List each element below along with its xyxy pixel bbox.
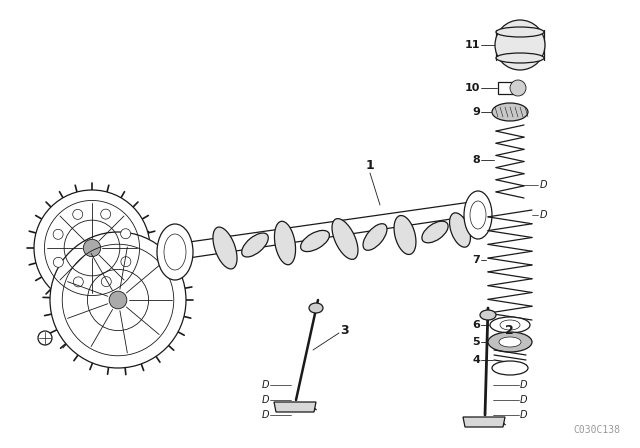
Ellipse shape (499, 337, 521, 347)
Ellipse shape (510, 80, 526, 96)
Ellipse shape (480, 310, 496, 320)
Ellipse shape (157, 224, 193, 280)
Text: C030C138: C030C138 (573, 425, 620, 435)
Text: 7: 7 (472, 255, 480, 265)
Polygon shape (274, 402, 316, 412)
Circle shape (101, 276, 111, 287)
Text: 2: 2 (505, 323, 514, 336)
Circle shape (53, 257, 63, 267)
Circle shape (121, 257, 131, 267)
Ellipse shape (213, 227, 237, 269)
Text: D: D (520, 410, 527, 420)
Ellipse shape (496, 53, 544, 63)
Circle shape (38, 331, 52, 345)
Polygon shape (463, 417, 505, 427)
Circle shape (73, 209, 83, 220)
Text: 11: 11 (465, 40, 480, 50)
Circle shape (120, 229, 131, 239)
Ellipse shape (301, 230, 330, 252)
Text: 9: 9 (472, 107, 480, 117)
Circle shape (83, 239, 100, 257)
Ellipse shape (449, 213, 470, 247)
Ellipse shape (488, 332, 532, 352)
Ellipse shape (490, 317, 530, 333)
Ellipse shape (492, 361, 528, 375)
Text: 4: 4 (472, 355, 480, 365)
Circle shape (495, 20, 545, 70)
Text: D: D (540, 180, 547, 190)
Circle shape (34, 190, 150, 306)
Text: D: D (520, 380, 527, 390)
Text: 8: 8 (472, 155, 480, 165)
Text: 6: 6 (472, 320, 480, 330)
Text: D: D (262, 380, 269, 390)
Text: 5: 5 (472, 337, 480, 347)
Polygon shape (498, 82, 522, 94)
Ellipse shape (275, 221, 296, 265)
Ellipse shape (332, 219, 358, 259)
Ellipse shape (464, 191, 492, 239)
Text: D: D (262, 395, 269, 405)
Ellipse shape (242, 233, 268, 257)
Circle shape (50, 232, 186, 368)
Text: 3: 3 (340, 323, 349, 336)
Text: 10: 10 (465, 83, 480, 93)
Ellipse shape (492, 103, 528, 121)
Circle shape (74, 277, 83, 287)
Text: D: D (520, 395, 527, 405)
Ellipse shape (363, 224, 387, 250)
Circle shape (109, 291, 127, 309)
Ellipse shape (394, 215, 416, 254)
Circle shape (100, 209, 111, 219)
Ellipse shape (496, 27, 544, 37)
Polygon shape (175, 200, 485, 260)
Ellipse shape (309, 303, 323, 313)
Text: D: D (540, 210, 547, 220)
Circle shape (53, 229, 63, 239)
Ellipse shape (422, 221, 448, 243)
Text: D: D (262, 410, 269, 420)
Text: 1: 1 (365, 159, 374, 172)
